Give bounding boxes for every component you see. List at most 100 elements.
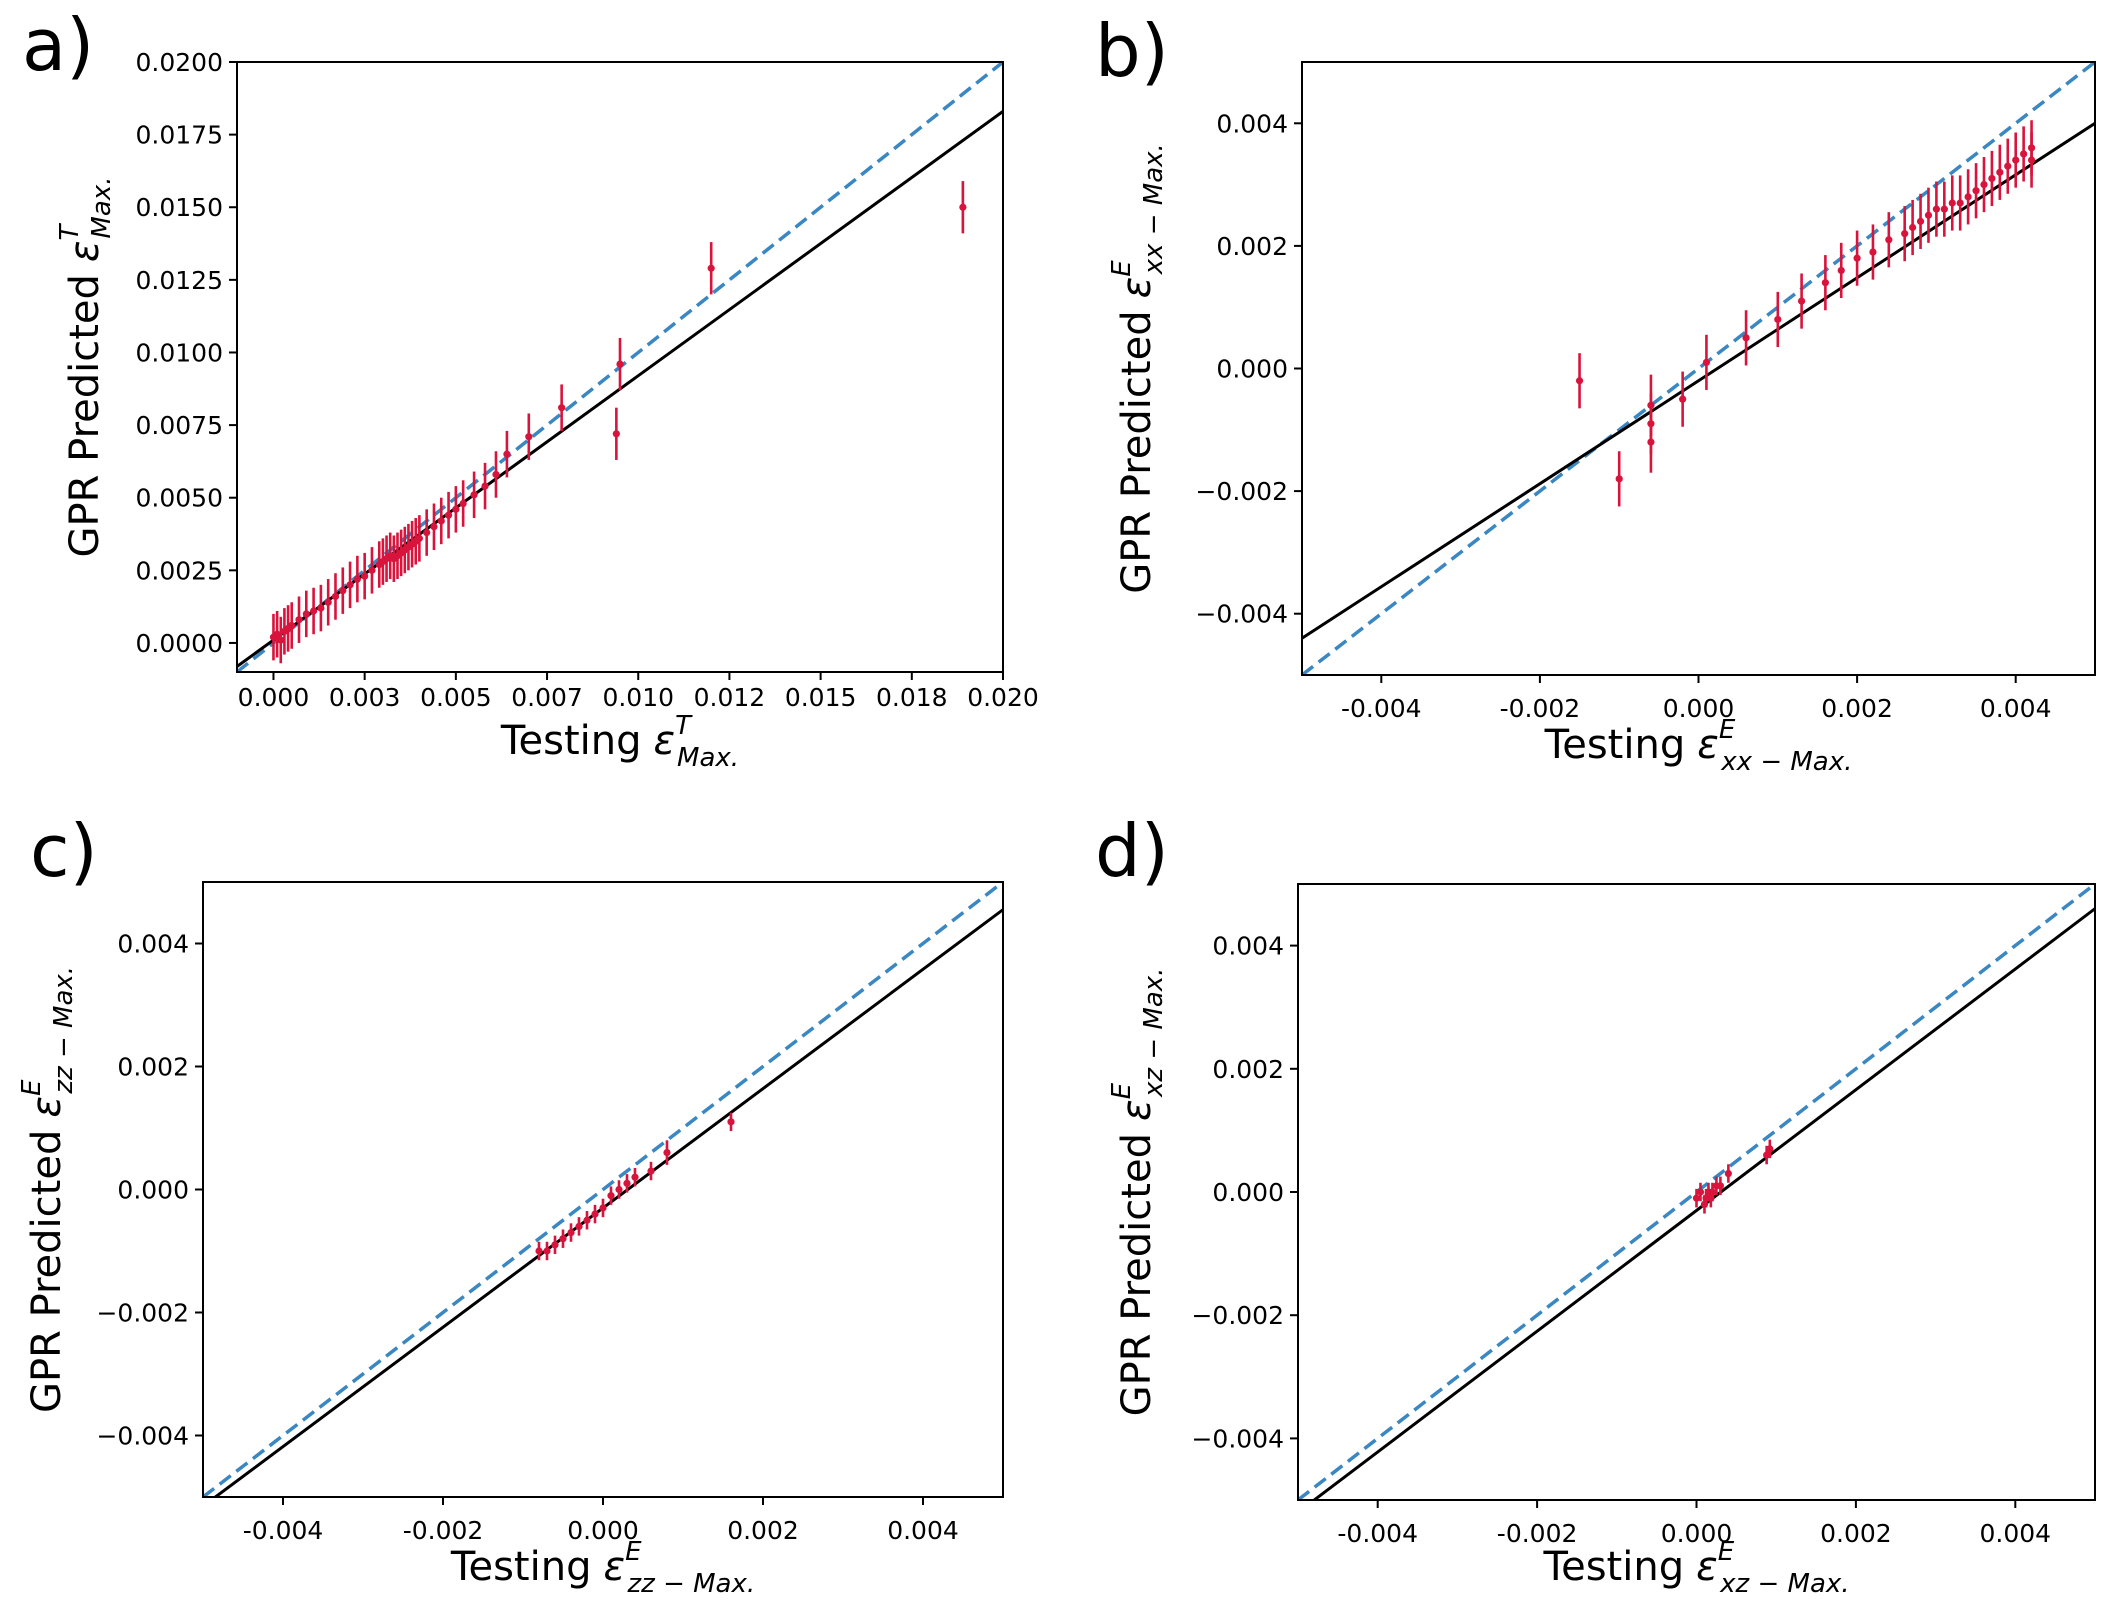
data-point [1679, 395, 1687, 403]
x-tick-label: 0.005 [420, 683, 492, 712]
data-point [1932, 205, 1940, 213]
panel-a: a) 0.000 0.003 0.005 0.007 0.010 0.012 0.015 0.0… [22, 3, 1039, 773]
data-point [623, 1179, 631, 1187]
data-point [558, 404, 566, 412]
data-point [727, 1118, 735, 1126]
data-point [543, 1247, 551, 1255]
x-tick-label: 0.002 [1821, 694, 1893, 723]
data-point [525, 433, 533, 441]
x-tick-label: -0.004 [1337, 1519, 1418, 1548]
data-point [295, 616, 303, 624]
data-point [503, 450, 511, 458]
data-point [2012, 156, 2020, 164]
data-point [459, 499, 467, 508]
y-tick-label: 0.004 [1216, 109, 1288, 138]
plot-area [1302, 62, 2095, 675]
x-axis-label: Testing εE zz − Max. [450, 1537, 755, 1599]
panel-label: d) [1095, 809, 1169, 893]
data-point [1924, 211, 1933, 219]
data-point [423, 528, 431, 537]
data-point [599, 1204, 607, 1212]
data-point [1702, 358, 1711, 366]
x-axis-label: Testing εE xz − Max. [1542, 1537, 1849, 1599]
data-point [1692, 1194, 1701, 1202]
fit-line [1311, 907, 2095, 1500]
y-tick-label: 0.0075 [136, 411, 223, 440]
data-point [1575, 377, 1584, 385]
data-point [273, 630, 281, 638]
y-tick-label: 0.002 [1212, 1055, 1284, 1084]
y-tick-label: 0.000 [1216, 355, 1288, 384]
x-tick-label: -0.002 [1500, 694, 1581, 723]
data-point [575, 1222, 583, 1230]
y-tick-label: −0.004 [96, 1422, 189, 1451]
data-point [1742, 334, 1750, 342]
data-point [452, 505, 460, 513]
x-axis-label: Testing εT Max. [500, 711, 739, 773]
data-point [1869, 248, 1877, 256]
y-tick-label: 0.0100 [136, 338, 223, 367]
panel-label: b) [1095, 9, 1169, 93]
data-point [470, 491, 478, 499]
data-point [1647, 401, 1655, 409]
data-point [317, 604, 325, 612]
data-point [1948, 199, 1956, 207]
data-point [583, 1216, 591, 1224]
data-point [559, 1235, 567, 1243]
data-point [346, 581, 354, 589]
y-tick-label: 0.000 [117, 1176, 189, 1205]
y-tick-label: 0.004 [1212, 932, 1284, 961]
data-point [1615, 475, 1623, 483]
y-axis-label: GPR PredictedεTMax. [55, 177, 117, 558]
plot-area [1298, 884, 2095, 1500]
x-tick-label: 0.004 [1980, 1519, 2052, 1548]
data-point [1797, 297, 1806, 305]
data-point [331, 592, 340, 601]
data-point [1916, 217, 1925, 225]
plot-area [237, 62, 1003, 672]
y-tick-label: −0.002 [1195, 477, 1288, 506]
y-tick-label: 0.002 [117, 1053, 189, 1082]
data-point [430, 523, 438, 531]
data-point [368, 566, 376, 574]
data-point [1724, 1169, 1732, 1178]
data-point [1901, 230, 1909, 238]
y-axis-label: GPR PredictedεEzz − Max. [17, 966, 79, 1413]
data-point [1972, 187, 1980, 195]
data-point [2020, 150, 2028, 158]
y-axis-label: GPR PredictedεExz − Max. [1107, 968, 1169, 1417]
data-point [277, 636, 285, 644]
x-tick-label: 0.000 [238, 683, 310, 712]
x-tick-label: 0.010 [602, 683, 674, 712]
data-point [437, 517, 445, 525]
data-point [1774, 315, 1782, 324]
data-point [302, 610, 310, 618]
data-point [1837, 266, 1845, 275]
data-point [1988, 174, 1996, 183]
data-point [1956, 199, 1964, 207]
panel-b: b) -0.004 -0.002 0.000 0.002 0.004 −0.004 −0.00… [1095, 9, 2096, 777]
x-tick-label: 0.012 [694, 683, 766, 712]
data-point [1696, 1188, 1705, 1196]
y-tick-label: −0.002 [96, 1299, 189, 1328]
panel-c: c) -0.004 -0.002 0.000 0.002 0.004 −0.004 −0.00… [17, 809, 1004, 1599]
data-point [492, 470, 500, 479]
identity-line [1302, 62, 2095, 675]
y-tick-label: 0.0200 [136, 48, 223, 77]
x-tick-label: 0.003 [329, 683, 401, 712]
y-axis-label: GPR PredictedεExx − Max. [1107, 143, 1169, 594]
x-tick-label: -0.004 [243, 1516, 324, 1545]
x-tick-label: -0.002 [1497, 1519, 1578, 1548]
y-tick-label: 0.004 [117, 930, 189, 959]
x-tick-label: 0.000 [567, 1516, 639, 1545]
x-tick-label: -0.004 [1341, 694, 1422, 723]
y-tick-label: −0.002 [1191, 1301, 1284, 1330]
x-tick-label: 0.018 [876, 683, 948, 712]
data-point [615, 1185, 623, 1194]
data-point [1821, 279, 1829, 287]
data-point [535, 1247, 543, 1255]
x-tick-label: 0.000 [1661, 1519, 1733, 1548]
data-point [551, 1241, 559, 1249]
data-point [310, 607, 318, 615]
